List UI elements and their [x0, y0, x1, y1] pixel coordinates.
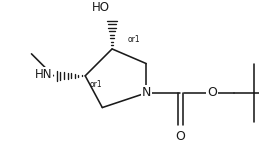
Text: O: O	[176, 130, 185, 143]
Text: HN: HN	[35, 68, 52, 81]
Text: or1: or1	[128, 35, 141, 44]
Text: or1: or1	[90, 80, 103, 89]
Text: N: N	[142, 86, 151, 99]
Text: O: O	[207, 86, 217, 99]
Text: HO: HO	[92, 0, 110, 13]
